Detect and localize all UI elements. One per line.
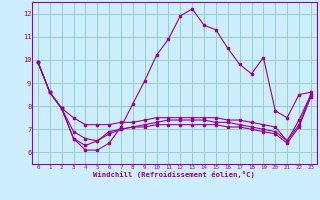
X-axis label: Windchill (Refroidissement éolien,°C): Windchill (Refroidissement éolien,°C) xyxy=(93,171,255,178)
